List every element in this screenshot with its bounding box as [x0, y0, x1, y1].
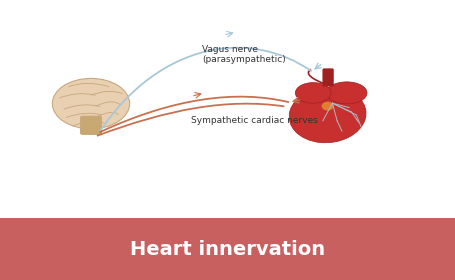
Ellipse shape: [326, 82, 367, 104]
Text: Sympathetic cardiac nerves: Sympathetic cardiac nerves: [191, 116, 318, 125]
Ellipse shape: [52, 78, 130, 129]
FancyBboxPatch shape: [0, 218, 455, 280]
FancyBboxPatch shape: [81, 116, 101, 134]
Ellipse shape: [322, 102, 334, 111]
FancyBboxPatch shape: [323, 69, 333, 86]
Ellipse shape: [289, 87, 366, 143]
Text: Vagus nerve
(parasympathetic): Vagus nerve (parasympathetic): [202, 45, 286, 64]
Text: Heart innervation: Heart innervation: [130, 240, 325, 259]
Ellipse shape: [295, 83, 331, 103]
